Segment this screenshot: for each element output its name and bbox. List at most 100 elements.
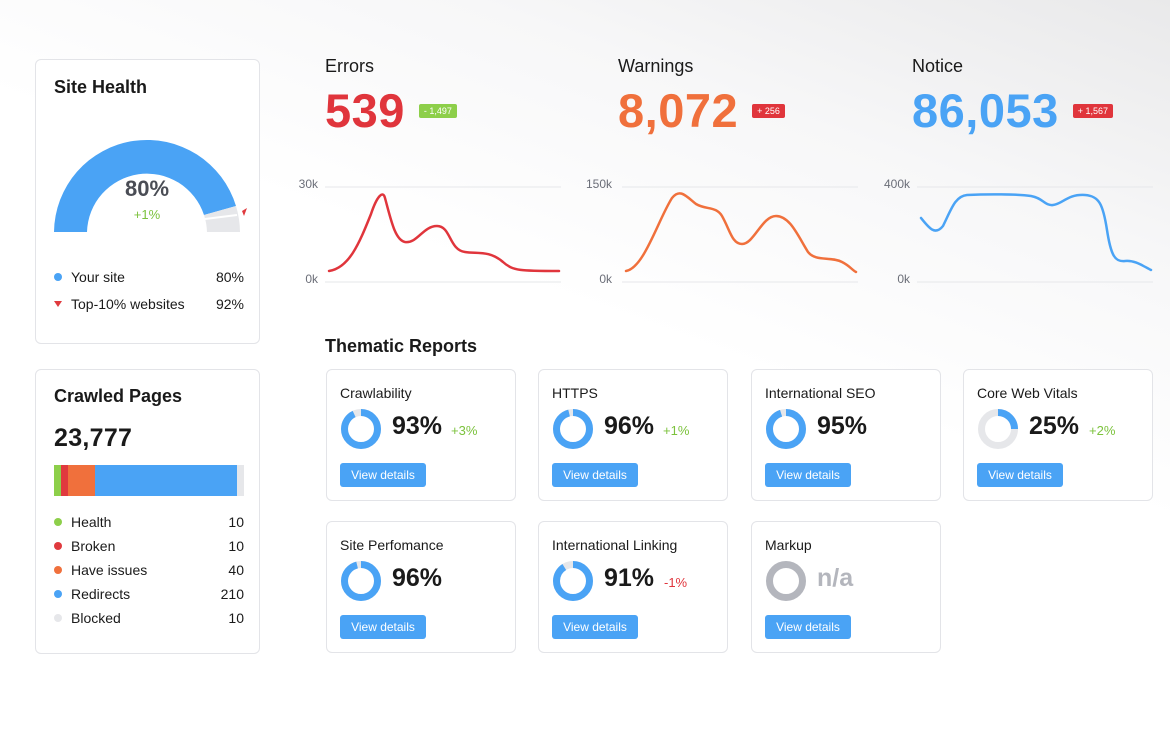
notice-y-max-label: 400k — [883, 177, 910, 191]
crawl-legend-have-issues: Have issues 40 — [54, 562, 244, 578]
report-percentage: n/a — [817, 564, 854, 592]
health-dot-icon — [54, 518, 62, 526]
view-details-button[interactable]: View details — [977, 463, 1063, 487]
report-card-markup: Markup n/a View details — [751, 521, 941, 653]
metric-change-badge: + 256 — [752, 104, 785, 118]
legend-value: 10 — [228, 610, 244, 626]
report-percentage: 93% — [392, 412, 443, 440]
report-name: Core Web Vitals — [977, 385, 1078, 401]
view-details-button[interactable]: View details — [552, 463, 638, 487]
legend-label: Your site — [71, 269, 125, 285]
report-name: Site Perfomance — [340, 537, 444, 553]
triangle-down-icon — [54, 301, 62, 307]
crawl-bar-segment-health — [54, 465, 61, 496]
donut-fill — [766, 409, 806, 449]
site-health-gauge: 80% +1% — [54, 139, 247, 232]
gauge-top10-marker-line — [204, 214, 238, 220]
report-name: HTTPS — [552, 385, 598, 401]
crawled-pages-card: Crawled Pages 23,777 Health 10 Broken 10… — [35, 369, 260, 654]
view-details-button[interactable]: View details — [552, 615, 638, 639]
donut-track — [766, 561, 806, 601]
report-card-core-web-vitals: Core Web Vitals 25% +2% View details — [963, 369, 1153, 501]
report-donut — [766, 561, 806, 601]
warnings-metric: Warnings 8,072 + 256 — [618, 56, 888, 139]
donut-fill — [553, 561, 593, 601]
warnings-sparkline — [622, 186, 858, 283]
gauge-remaining-arc — [204, 206, 240, 232]
legend-your-site: Your site 80% — [54, 269, 244, 285]
view-details-button[interactable]: View details — [765, 615, 851, 639]
report-card-site-performance: Site Perfomance 96% View details — [326, 521, 516, 653]
crawl-bar-segment-have-issues — [67, 465, 95, 496]
report-card-international-linking: International Linking 91% -1% View detai… — [538, 521, 728, 653]
report-delta: +2% — [1089, 423, 1116, 438]
report-percentage: 96% — [392, 564, 443, 592]
site-health-title: Site Health — [54, 77, 148, 97]
report-percentage: 25% — [1029, 412, 1080, 440]
report-delta: -1% — [664, 575, 688, 590]
report-percentage: 96% — [604, 412, 655, 440]
report-delta: +3% — [451, 423, 478, 438]
notice-y-min-label: 0k — [897, 272, 910, 286]
report-name: Crawlability — [340, 385, 412, 401]
metric-value: 8,072 — [618, 84, 739, 137]
report-card-international-seo: International SEO 95% View details — [751, 369, 941, 501]
errors-y-min-label: 0k — [305, 272, 318, 286]
legend-value: 10 — [228, 538, 244, 554]
legend-label: Redirects — [71, 586, 131, 602]
legend-label: Broken — [71, 538, 116, 554]
legend-value: 92% — [215, 296, 244, 312]
crawl-bar-segment-blocked — [237, 465, 244, 496]
warnings-series-line — [624, 192, 858, 274]
view-details-button[interactable]: View details — [340, 463, 426, 487]
crawled-pages-total: 23,777 — [54, 424, 133, 452]
report-name: International SEO — [765, 385, 876, 401]
errors-y-max-label: 30k — [298, 177, 318, 191]
view-details-button[interactable]: View details — [340, 615, 426, 639]
crawl-legend-health: Health 10 — [54, 514, 244, 530]
metric-change-badge: + 1,567 — [1072, 104, 1114, 118]
donut-fill — [341, 409, 381, 449]
gauge-score: 80% — [125, 176, 169, 201]
site-health-card: Site Health 80% +1% Your site 80% Top-10… — [35, 59, 260, 344]
legend-value: 80% — [215, 269, 244, 285]
your-site-dot-icon — [54, 273, 62, 281]
report-donut — [341, 561, 381, 601]
legend-label: Blocked — [71, 610, 121, 626]
report-card-https: HTTPS 96% +1% View details — [538, 369, 728, 501]
legend-label: Health — [71, 514, 112, 530]
legend-top10: Top-10% websites 92% — [54, 296, 244, 312]
legend-value: 210 — [220, 586, 244, 602]
crawled-pages-title: Crawled Pages — [54, 386, 183, 406]
metric-value: 539 — [325, 84, 405, 137]
crawled-pages-stacked-bar — [54, 465, 244, 496]
report-name: International Linking — [552, 537, 678, 553]
metric-value: 86,053 — [912, 84, 1059, 137]
report-donut — [341, 409, 381, 449]
crawl-bar-segment-redirects — [94, 465, 238, 496]
donut-fill — [553, 409, 593, 449]
report-percentage: 95% — [817, 412, 868, 440]
errors-sparkline — [325, 186, 561, 283]
crawl-legend-blocked: Blocked 10 — [54, 610, 244, 626]
metric-label: Errors — [325, 56, 374, 76]
notice-series-line — [919, 193, 1153, 272]
metric-label: Warnings — [618, 56, 694, 76]
crawl-legend-broken: Broken 10 — [54, 538, 244, 554]
view-details-button[interactable]: View details — [765, 463, 851, 487]
notice-metric: Notice 86,053 + 1,567 — [912, 56, 1170, 139]
report-percentage: 91% — [604, 564, 655, 592]
metric-change-badge: - 1,497 — [418, 104, 457, 118]
legend-value: 40 — [228, 562, 244, 578]
blocked-dot-icon — [54, 614, 62, 622]
report-donut — [766, 409, 806, 449]
report-donut — [553, 561, 593, 601]
report-name: Markup — [765, 537, 812, 553]
donut-fill — [341, 561, 381, 601]
gauge-top10-marker-icon — [242, 208, 247, 216]
errors-metric: Errors 539 - 1,497 — [325, 56, 595, 139]
crawl-bar-segment-broken — [60, 465, 68, 496]
notice-sparkline — [917, 186, 1153, 283]
errors-series-line — [327, 193, 561, 273]
have-issues-dot-icon — [54, 566, 62, 574]
